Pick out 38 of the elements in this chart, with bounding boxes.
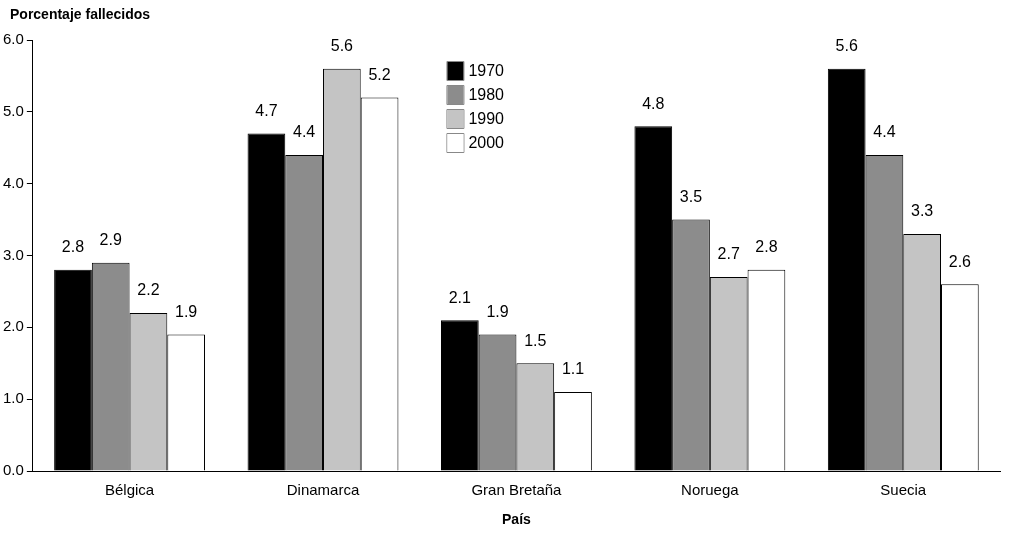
x-tick-label: Bélgica — [104, 481, 155, 499]
data-label: 1.9 — [175, 302, 198, 320]
x-tick-label: Suecia — [880, 481, 927, 499]
legend-label: 1970 — [468, 62, 505, 80]
data-label: 3.3 — [911, 202, 934, 220]
legend-label: 2000 — [468, 134, 505, 152]
data-label: 2.7 — [717, 245, 740, 263]
data-label: 2.2 — [137, 281, 160, 299]
x-tick-label: Gran Bretaña — [471, 481, 563, 499]
data-label: 2.8 — [755, 238, 778, 256]
y-axis-title: Porcentaje fallecidos — [10, 5, 151, 22]
legend-label: 1990 — [468, 110, 505, 128]
data-label: 4.4 — [873, 123, 896, 141]
y-tick-label: 6.0 — [2, 30, 24, 48]
data-label: 2.9 — [99, 231, 122, 249]
data-label: 5.6 — [330, 37, 354, 55]
y-tick-label: 3.0 — [2, 245, 24, 263]
y-tick-label: 2.0 — [2, 317, 24, 335]
y-tick-label: 0.0 — [2, 461, 24, 479]
data-label: 2.8 — [61, 238, 85, 256]
y-tick-label: 1.0 — [2, 389, 24, 407]
legend-label: 1980 — [468, 86, 505, 104]
x-tick-label: Dinamarca — [286, 481, 360, 499]
data-label: 1.1 — [561, 360, 585, 378]
data-label: 1.5 — [524, 331, 547, 349]
y-tick-label: 5.0 — [2, 101, 24, 119]
data-label: 4.4 — [293, 123, 316, 141]
data-label: 1.9 — [486, 302, 509, 320]
data-label: 2.6 — [948, 252, 972, 270]
data-label: 4.7 — [255, 101, 278, 119]
x-tick-label: Noruega — [681, 481, 740, 499]
x-axis-title: País — [502, 510, 532, 527]
data-label: 2.1 — [448, 288, 472, 306]
data-label: 5.2 — [368, 65, 391, 83]
y-tick-label: 4.0 — [2, 173, 24, 191]
data-label: 4.8 — [642, 94, 665, 112]
data-label: 5.6 — [835, 37, 858, 55]
data-label: 3.5 — [679, 187, 703, 205]
